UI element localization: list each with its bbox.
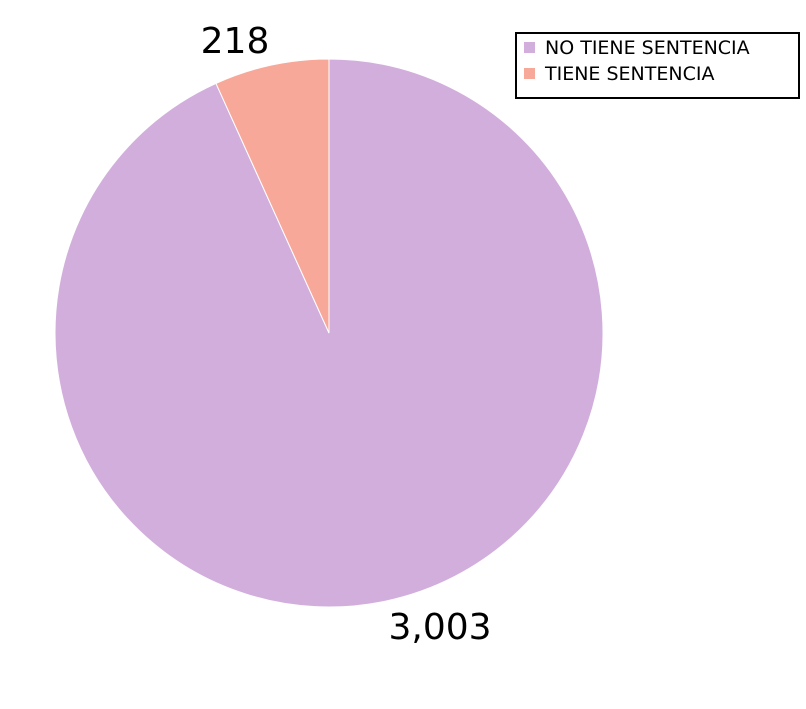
pie-data-labels: 3,003 218 xyxy=(201,21,492,648)
legend: NO TIENE SENTENCIA TIENE SENTENCIA xyxy=(515,32,800,99)
data-label-no-tiene-sentencia: 3,003 xyxy=(388,607,491,648)
data-label-tiene-sentencia: 218 xyxy=(201,21,270,62)
legend-swatch-tiene-sentencia xyxy=(524,68,535,79)
pie-slices xyxy=(54,58,604,608)
pie-slice-tiene-sentencia xyxy=(215,58,330,334)
legend-label-tiene-sentencia: TIENE SENTENCIA xyxy=(544,63,714,85)
legend-box xyxy=(515,32,800,99)
legend-label-no-tiene-sentencia: NO TIENE SENTENCIA xyxy=(545,37,750,59)
legend-swatch-no-tiene-sentencia xyxy=(524,42,535,53)
